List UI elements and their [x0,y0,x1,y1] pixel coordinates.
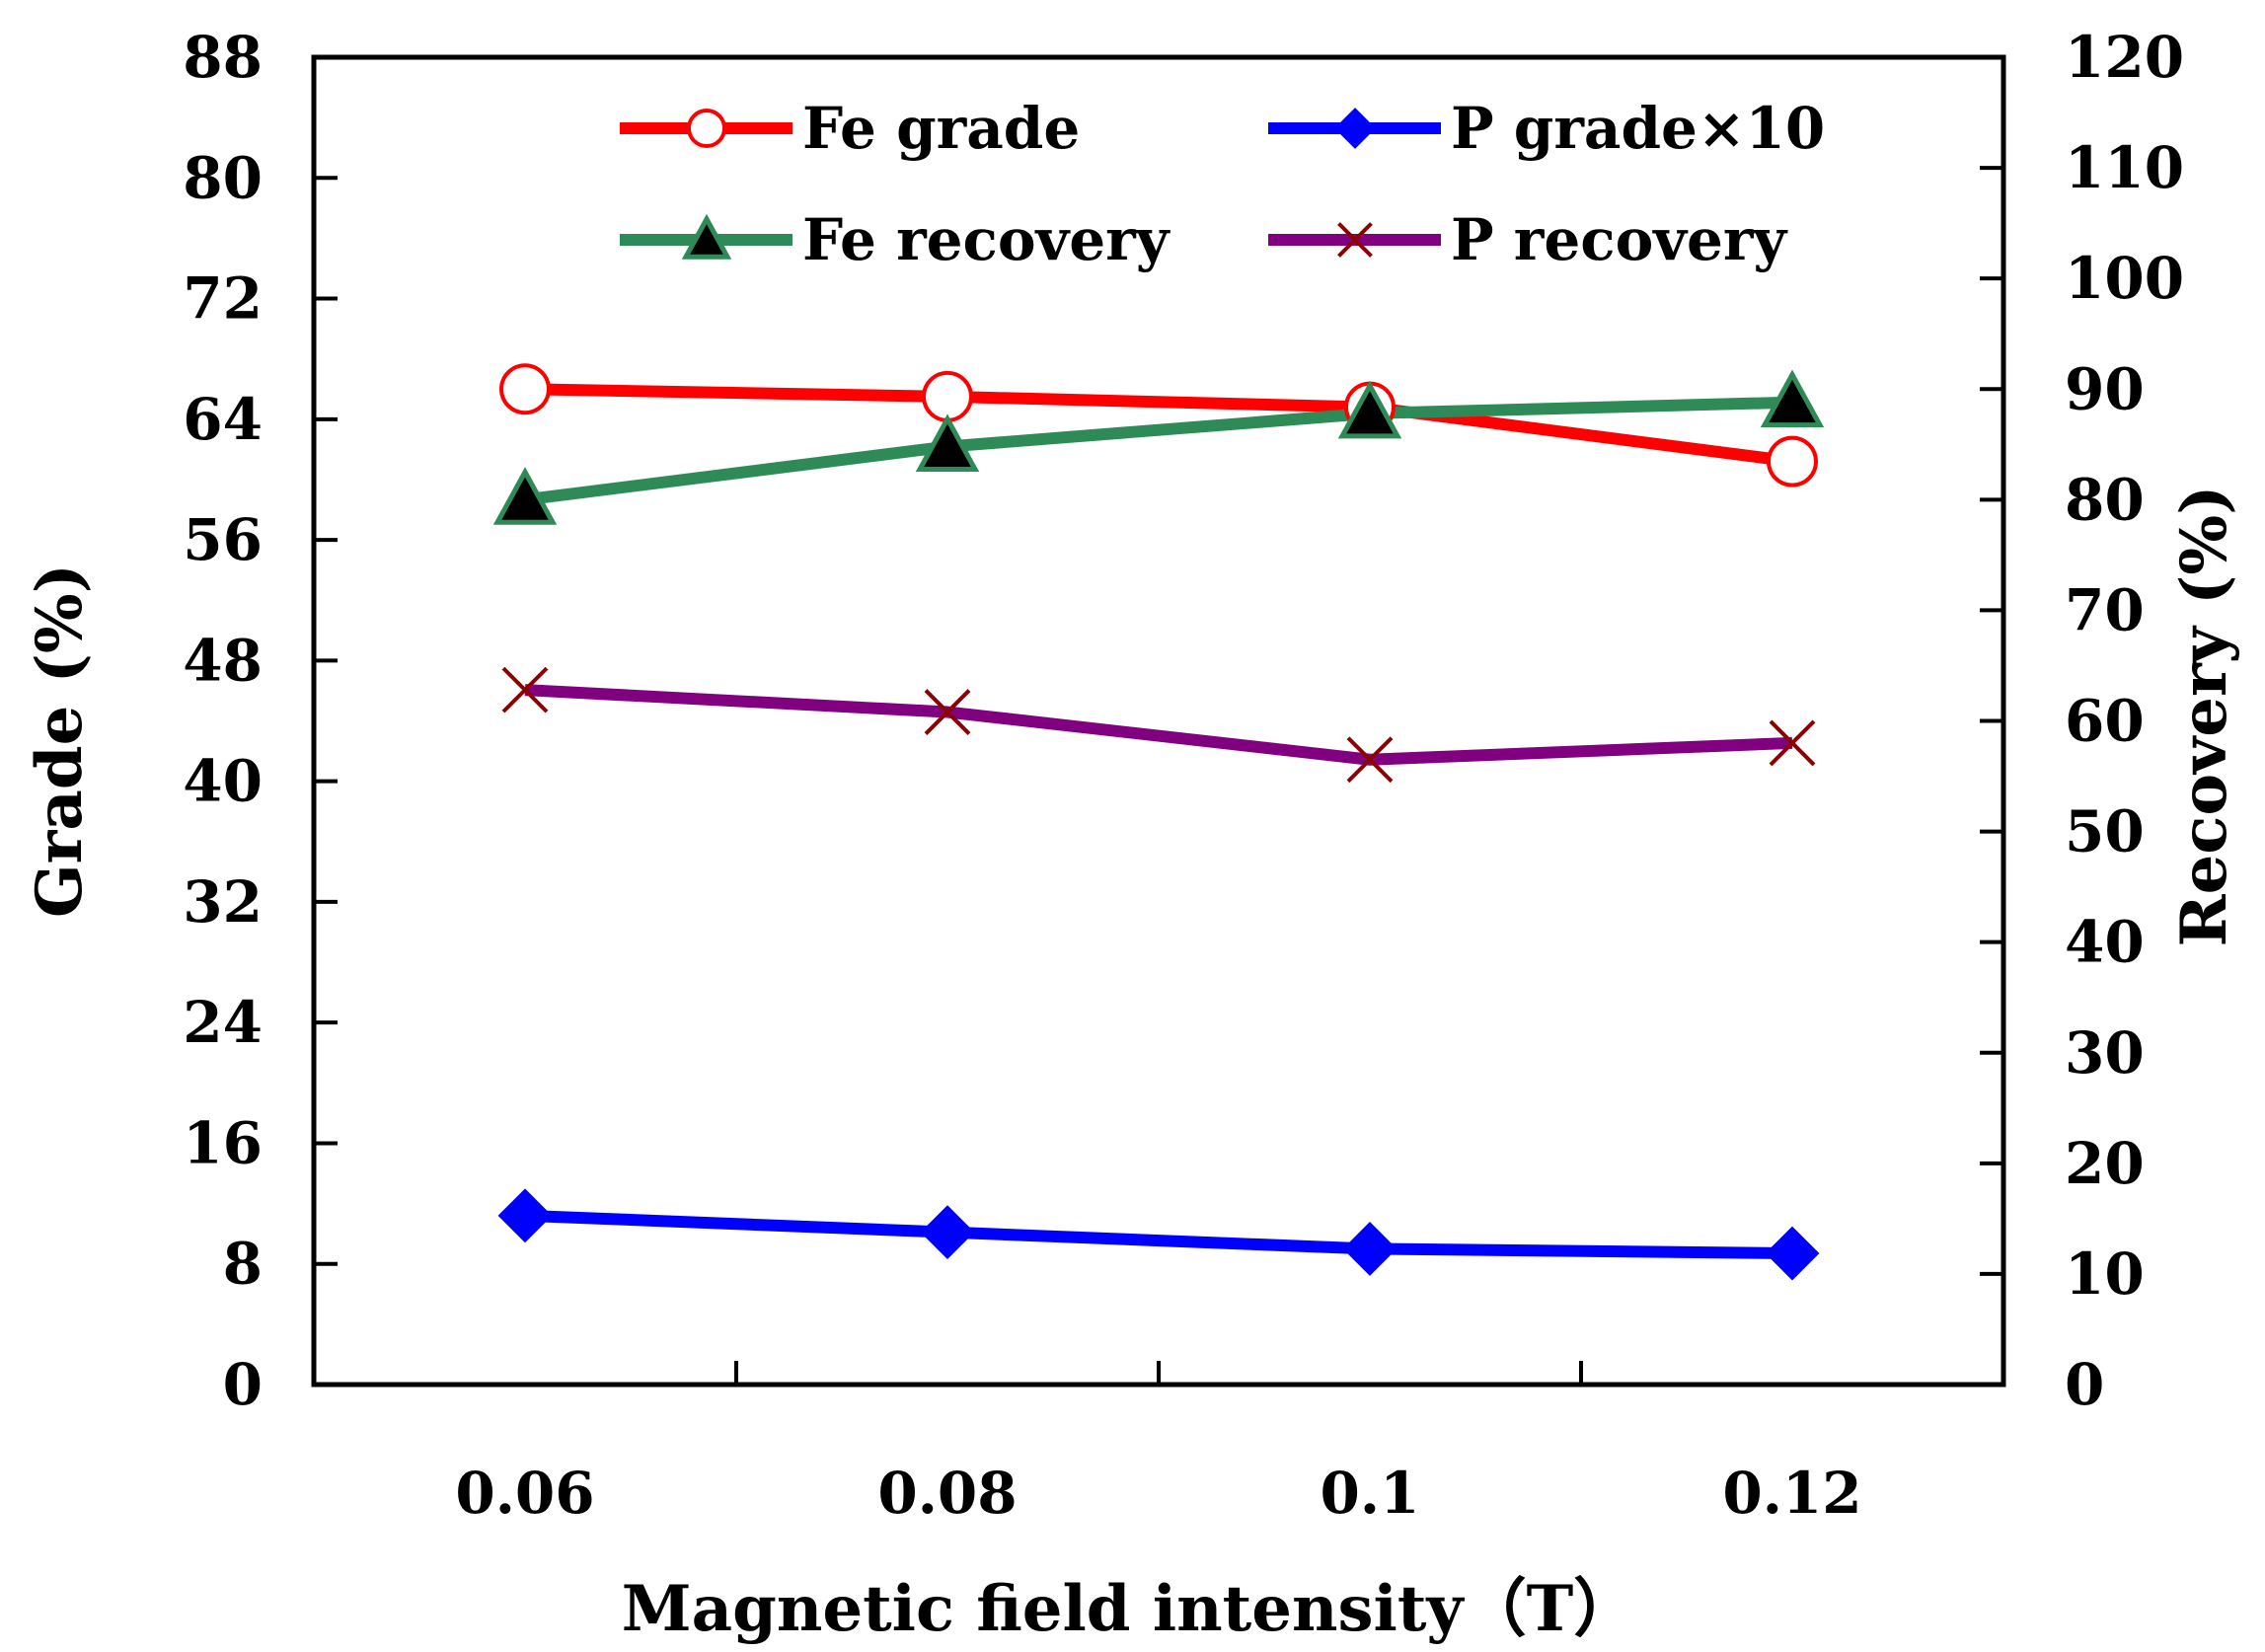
y-axis-left-title: Grade (%) [23,563,97,918]
y-left-tick-label: 72 [183,265,263,333]
y-left-tick-label: 40 [183,748,263,815]
marker-diamond [497,1188,553,1243]
y-right-tick-label: 90 [2065,355,2145,422]
x-tick-label: 0.12 [1722,1460,1861,1527]
y-axis-right-title: Recovery (%) [2167,485,2241,946]
y-left-tick-label: 64 [183,386,263,453]
y-right-tick-label: 120 [2065,24,2184,91]
marker-circle [1767,435,1818,488]
legend-label-p-recovery: P recovery [1451,206,1788,273]
y-left-tick-label: 8 [223,1231,263,1298]
y-left-tick-label: 80 [183,144,263,211]
marker-diamond [1342,1222,1397,1276]
y-left-tick-label: 56 [183,506,263,573]
series-group [492,363,1825,1281]
y-right-tick-label: 50 [2065,798,2145,865]
marker-triangle [681,213,732,260]
x-tick-label: 0.1 [1321,1460,1420,1527]
marker-x-stroke [1769,719,1816,767]
marker-x-stroke [1346,736,1394,784]
series-line-fe-grade [524,383,1793,468]
marker-diamond [1765,1226,1820,1281]
marker-triangle [1337,380,1402,439]
marker-circle [499,363,551,415]
y-left-tick-label: 0 [223,1351,263,1418]
marker-x-stroke [924,689,971,735]
y-right-tick-label: 30 [2065,1019,2145,1087]
x-tick-label: 0.06 [455,1460,594,1527]
x-tick-label: 0.08 [877,1460,1017,1527]
y-right-tick-label: 80 [2065,466,2145,533]
marker-triangle [492,467,558,525]
marker-circle [922,370,973,422]
series-line-fe-recovery [524,396,1793,506]
y-right-tick-label: 40 [2065,909,2145,976]
legend-label-fe-grade: Fe grade [802,95,1080,162]
marker-x-stroke [501,666,549,713]
y-left-tick-label: 88 [183,24,263,91]
plot-frame-group [311,54,2006,1388]
y-right-tick-label: 60 [2065,688,2145,755]
y-left-tick-label: 32 [183,868,263,936]
y-right-tick-label: 20 [2065,1130,2145,1197]
y-right-tick-label: 10 [2065,1240,2145,1308]
marker-triangle [915,413,980,472]
series-line-p-grade-10 [524,1209,1793,1260]
marker-diamond [1334,108,1376,149]
marker-circle [687,109,726,148]
marker-x-stroke [1337,222,1373,258]
legend: Fe grade P grade×10 Fe recovery P recovery [620,95,1825,273]
y-right-tick-label: 110 [2065,134,2184,201]
y-left-tick-label: 24 [183,989,263,1056]
y-left-tick-label: 16 [183,1109,263,1176]
y-left-tick-label: 48 [183,627,263,694]
marker-triangle [1760,369,1825,428]
legend-label-fe-recovery: Fe recovery [802,206,1171,273]
series-line-p-recovery [524,684,1793,766]
y-right-tick-label: 70 [2065,576,2145,643]
tick-group: 0 8 16 24 32 40 48 56 64 72 80 88 0 10 20 30 40 50 60 70 80 9… [183,24,2184,1527]
marker-diamond [920,1205,975,1260]
plot-frame [311,54,2006,1388]
legend-label-p-grade-10: P grade×10 [1451,95,1825,162]
x-axis-title: Magnetic field intensity（T） [622,1572,1636,1646]
y-right-tick-label: 0 [2065,1351,2104,1418]
y-right-tick-label: 100 [2065,245,2184,312]
